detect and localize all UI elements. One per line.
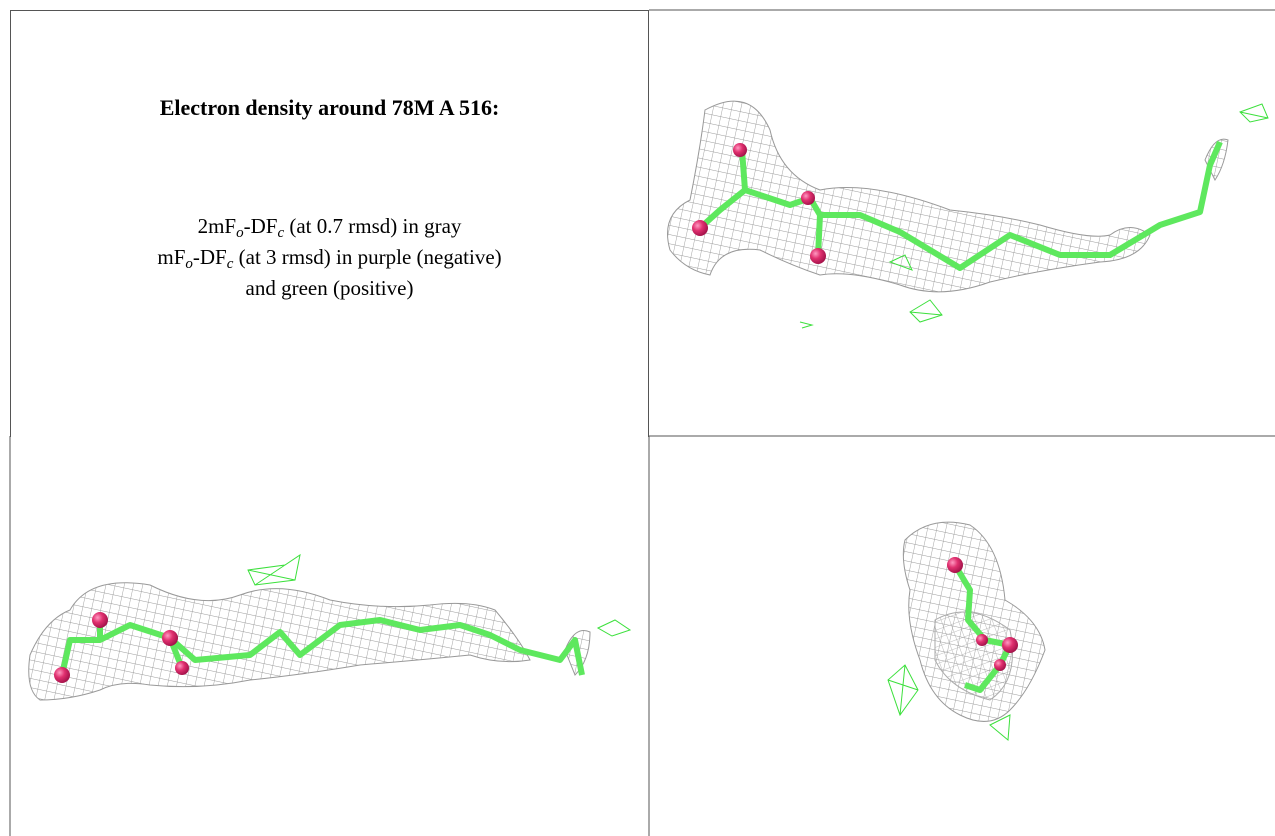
atom — [162, 630, 178, 646]
atom — [810, 248, 826, 264]
atom — [947, 557, 963, 573]
shape — [248, 555, 300, 585]
atom — [92, 612, 108, 628]
atom — [801, 191, 815, 205]
atom — [692, 220, 708, 236]
density-view-1 — [668, 101, 1269, 328]
density-images — [0, 0, 1275, 836]
atom — [1002, 637, 1018, 653]
density-view-2 — [29, 555, 630, 700]
atom — [54, 667, 70, 683]
atom — [976, 634, 988, 646]
shape — [1240, 104, 1268, 122]
density-view-3 — [888, 522, 1045, 740]
page: Electron density around 78M A 516: 2mFo-… — [0, 0, 1275, 836]
atom — [175, 661, 189, 675]
shape — [800, 322, 812, 328]
atom — [994, 659, 1006, 671]
shape — [29, 583, 530, 700]
figure-table: Electron density around 78M A 516: 2mFo-… — [0, 0, 1275, 836]
shape — [888, 665, 918, 715]
shape — [910, 300, 942, 322]
atom — [733, 143, 747, 157]
shape — [598, 620, 630, 636]
